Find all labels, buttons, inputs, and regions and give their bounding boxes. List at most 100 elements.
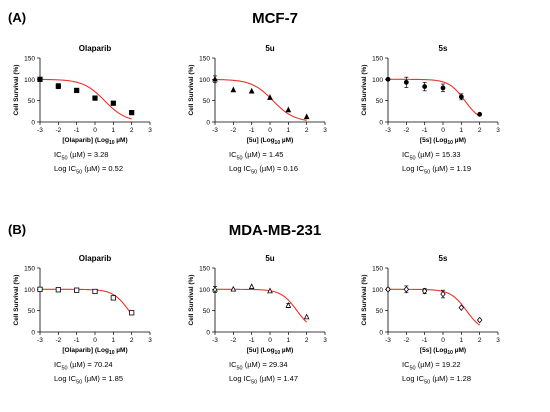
x-tick-label: -2 (55, 127, 61, 134)
fit-curve (215, 288, 308, 323)
x-axis-label: [5s] (Log10 µM) (420, 137, 466, 146)
x-tick-label: 2 (305, 127, 309, 134)
y-axis-label: Cell Survival (%) (361, 275, 368, 326)
y-tick-label: 150 (24, 266, 35, 273)
fit-curve (388, 78, 480, 117)
ic50-line: IC50 (µM) = 70.24 (54, 360, 113, 372)
chart-title: 5u (265, 44, 274, 53)
x-tick-label: -1 (74, 337, 80, 344)
log-ic50-value: = 1.19 (449, 163, 472, 173)
chart-title: 5s (439, 254, 448, 263)
chart-title: 5s (439, 44, 448, 53)
data-point (74, 87, 80, 94)
ic50-line: IC50 (µM) = 15.33 (402, 150, 461, 162)
x-tick-label: 1 (460, 337, 464, 344)
data-point (303, 313, 310, 320)
x-tick-label: -2 (230, 337, 236, 344)
data-point (230, 86, 237, 93)
x-tick-label: 1 (112, 337, 116, 344)
x-tick-label: 0 (93, 127, 97, 134)
x-tick-label: -2 (403, 127, 409, 134)
x-axis-label: [5u] (Log10 µM) (247, 347, 294, 356)
y-axis-label: Cell Survival (%) (13, 65, 20, 116)
x-tick-label: 1 (112, 127, 116, 134)
x-tick-label: 1 (460, 127, 464, 134)
data-point (422, 81, 428, 92)
y-tick-label: 50 (376, 98, 384, 105)
data-point (403, 76, 409, 88)
log-ic50-line: Log IC50 (µM) = 0.16 (229, 163, 299, 176)
fit-curve (40, 288, 133, 315)
log-ic50-value: = 0.52 (101, 163, 124, 173)
data-point (55, 83, 61, 90)
y-tick-label: 50 (203, 308, 211, 315)
ic50-line: IC50 (µM) = 1.45 (229, 150, 284, 162)
ic50-line: IC50 (µM) = 29.34 (229, 360, 288, 372)
y-tick-label: 150 (199, 56, 210, 63)
x-tick-label: 3 (148, 127, 152, 134)
dose-response-chart-r1c2: 5s 0 50 100 150 -3 -2 -1 0 1 2 3 Cell Survival (%) [5… (361, 254, 500, 356)
panel-tag-b: (B) (8, 222, 27, 237)
log-ic50-value: = 0.16 (276, 163, 299, 173)
dose-response-chart-r0c1: 5u 0 50 100 150 -3 -2 -1 0 1 2 3 Cell Survival (%) [5… (188, 44, 327, 146)
x-tick-label: 2 (478, 127, 482, 134)
data-point (129, 310, 135, 316)
y-tick-label: 0 (379, 120, 383, 127)
x-tick-label: 0 (268, 127, 272, 134)
x-tick-label: 1 (287, 337, 291, 344)
x-tick-label: 2 (130, 127, 134, 134)
data-point (440, 83, 446, 93)
x-axis-label: [Olaparib] (Log10 µM) (62, 347, 127, 356)
chart-title: Olaparib (79, 254, 112, 263)
chart-title: 5u (265, 254, 274, 263)
y-tick-label: 100 (372, 287, 383, 294)
ic50-value: = 15.33 (435, 150, 461, 159)
x-tick-label: 0 (268, 337, 272, 344)
log-ic50-line: Log IC50 (µM) = 1.19 (402, 163, 472, 176)
y-tick-label: 150 (372, 56, 383, 63)
panel-tag-a: (A) (8, 10, 27, 25)
ic50-value: = 19.22 (435, 360, 461, 369)
log-ic50-line: Log IC50 (µM) = 1.85 (54, 373, 124, 386)
data-point (110, 295, 116, 301)
y-tick-label: 0 (379, 330, 383, 337)
y-axis-label: Cell Survival (%) (188, 65, 195, 116)
data-point (267, 94, 273, 100)
x-tick-label: -3 (37, 127, 43, 134)
dose-response-chart-r1c0: Olaparib 0 50 100 150 -3 -2 -1 0 1 2 3 Cell Survival… (13, 254, 152, 356)
data-point (74, 287, 80, 293)
ic50-values: IC50 (µM) = 1.45 Log IC50 (µM) = 0.16 (229, 150, 298, 177)
data-point (421, 287, 428, 295)
x-tick-label: 3 (148, 337, 152, 344)
row-title-a: MCF-7 (252, 10, 298, 27)
x-tick-label: 3 (323, 127, 327, 134)
dose-response-chart-r1c1: 5u 0 50 100 150 -3 -2 -1 0 1 2 3 Cell Survival (%) [5… (188, 254, 327, 356)
chart-title: Olaparib (79, 44, 112, 53)
y-tick-label: 150 (372, 266, 383, 273)
data-point (285, 302, 292, 309)
y-tick-label: 100 (24, 287, 35, 294)
row-title-b: MDA-MB-231 (228, 222, 322, 239)
x-tick-label: -3 (212, 127, 218, 134)
ic50-value: = 70.24 (87, 360, 113, 369)
y-tick-label: 100 (24, 77, 35, 84)
x-tick-label: 2 (305, 337, 309, 344)
y-tick-label: 100 (199, 287, 210, 294)
data-point (37, 286, 43, 292)
data-point (458, 304, 465, 312)
data-point (212, 75, 218, 84)
data-point (110, 100, 116, 106)
ic50-values: IC50 (µM) = 19.22 Log IC50 (µM) = 1.28 (402, 360, 471, 387)
data-point (303, 113, 310, 120)
y-tick-label: 50 (376, 308, 384, 315)
log-ic50-value: = 1.47 (276, 373, 299, 383)
data-point (477, 111, 483, 117)
y-tick-label: 100 (372, 77, 383, 84)
x-tick-label: -3 (37, 337, 43, 344)
data-point (403, 285, 410, 294)
x-tick-label: 1 (287, 127, 291, 134)
data-point (55, 287, 61, 293)
data-point (267, 287, 273, 294)
data-point (248, 283, 255, 289)
data-point (212, 285, 218, 293)
